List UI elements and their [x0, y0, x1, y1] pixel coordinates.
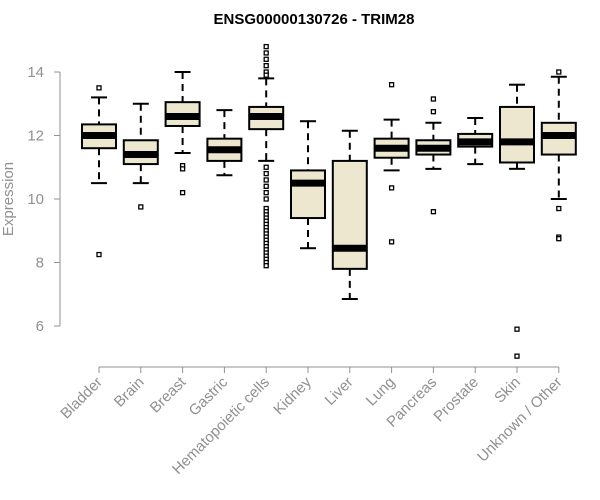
box-prostate: [457, 117, 494, 166]
y-tick-label: 14: [27, 64, 44, 81]
outlier-point: [96, 85, 102, 91]
box-iqr: [290, 169, 326, 220]
y-axis-label: Expression: [0, 162, 17, 236]
outlier-point: [263, 177, 269, 183]
x-category-label: Lung: [363, 374, 399, 410]
outlier-point: [263, 56, 269, 62]
box-gastric: [206, 109, 243, 177]
box-unknown-other: [540, 69, 577, 242]
chart-title: ENSG00000130726 - TRIM28: [214, 11, 415, 28]
outlier-point: [263, 183, 269, 189]
outlier-point: [96, 251, 102, 258]
y-tick-label: 6: [36, 318, 44, 335]
outlier-point: [556, 69, 562, 75]
box-kidney: [290, 120, 326, 250]
outlier-point: [388, 185, 395, 191]
outlier-point: [430, 109, 437, 115]
outlier-point: [263, 164, 269, 170]
outlier-point: [263, 50, 269, 56]
outlier-point: [263, 72, 269, 78]
outlier-point: [388, 239, 395, 245]
box-iqr: [499, 105, 535, 164]
box-skin: [499, 83, 535, 359]
outlier-point: [430, 209, 437, 215]
outlier-point: [263, 263, 269, 269]
outlier-point: [263, 189, 269, 196]
outlier-point: [556, 236, 562, 242]
x-category-label: Breast: [147, 373, 190, 416]
x-category-label: Skin: [491, 374, 524, 407]
x-category-label: Liver: [322, 374, 357, 409]
outlier-point: [388, 82, 395, 88]
outlier-point: [514, 326, 520, 332]
box-lung: [373, 82, 410, 245]
y-axis: 6 8 10 12 14: [27, 64, 61, 335]
box-breast: [164, 71, 201, 196]
box-liver: [331, 129, 368, 301]
outlier-point: [430, 96, 437, 102]
x-category-label: Brain: [111, 374, 148, 411]
outlier-point: [138, 204, 144, 210]
outlier-point: [263, 63, 269, 69]
box-iqr: [331, 159, 368, 270]
box-pancreas: [415, 96, 452, 215]
box-bladder: [81, 85, 117, 258]
x-category-label: Prostate: [430, 374, 482, 426]
outlier-point: [263, 43, 269, 50]
box-hematopoietic-cells: [248, 43, 285, 269]
outlier-point: [556, 205, 562, 212]
outlier-point: [179, 166, 186, 172]
y-tick-label: 12: [27, 128, 44, 145]
outlier-point: [514, 353, 520, 359]
y-tick-label: 10: [27, 191, 44, 208]
x-category-label: Kidney: [270, 373, 315, 418]
outlier-point: [179, 189, 186, 196]
box-series: [81, 43, 577, 359]
x-category-label: Bladder: [57, 374, 106, 423]
outlier-point: [263, 170, 269, 177]
y-tick-label: 8: [36, 255, 44, 272]
outlier-point: [263, 196, 269, 202]
box-brain: [122, 102, 159, 210]
